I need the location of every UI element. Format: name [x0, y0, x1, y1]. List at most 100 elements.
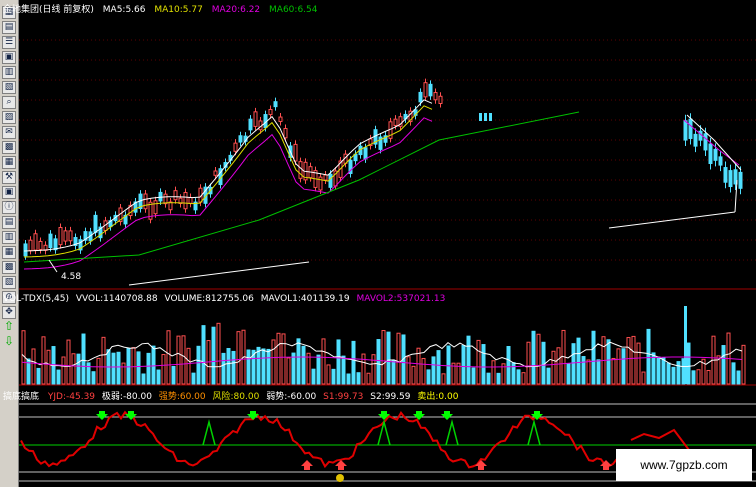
mavol2-line	[21, 356, 743, 368]
volume-bar	[456, 362, 461, 385]
arrows-icon[interactable]: ✥	[2, 306, 16, 319]
volume-bar	[91, 371, 96, 385]
volume-bar	[221, 352, 226, 385]
candle-body	[418, 91, 423, 103]
volume-bar	[226, 348, 231, 385]
chart-canvas	[19, 39, 756, 482]
volume-bar	[661, 357, 666, 385]
info-icon[interactable]: ⓘ	[2, 201, 16, 214]
candle-body	[188, 197, 193, 204]
volume-bar	[511, 362, 516, 385]
volume-bar	[684, 306, 687, 384]
volume-bar	[256, 346, 261, 385]
volume-bar	[506, 346, 511, 385]
volume-bar	[566, 363, 571, 385]
volume-bar	[306, 352, 311, 385]
volume-bar	[496, 372, 501, 385]
book-icon[interactable]: ▨	[2, 111, 16, 124]
candle-body	[688, 118, 693, 139]
trend-line	[608, 211, 736, 229]
layers-icon[interactable]: ▧	[2, 276, 16, 289]
f10-icon[interactable]: ▥	[2, 231, 16, 244]
candle-body	[213, 170, 218, 176]
candle-body	[253, 111, 258, 127]
chart2-icon[interactable]: ▦	[2, 156, 16, 169]
zoom-icon[interactable]: ⊕	[2, 291, 16, 304]
candle-body	[33, 233, 38, 251]
trend-line	[734, 179, 738, 213]
volume-bar	[171, 365, 176, 385]
ma10-label: MA10:5.77	[154, 5, 203, 15]
up-arrow-icon[interactable]: ⇧	[2, 319, 16, 334]
chart-area: 金地集团(日线 前复权) MA5:5.66 MA10:5.77 MA20:6.2…	[3, 0, 756, 487]
candle-body	[408, 110, 413, 123]
signal-spike	[527, 419, 541, 446]
stock-icon[interactable]: ▤	[2, 216, 16, 229]
volume-bar	[301, 345, 306, 385]
candle-body	[133, 201, 138, 213]
ma20-label: MA20:6.22	[211, 5, 261, 15]
volume-bar	[201, 325, 206, 385]
candle-body	[153, 200, 158, 215]
candle-body	[178, 197, 183, 204]
volume-bar	[316, 354, 321, 385]
volume-bar	[436, 350, 441, 385]
mail-icon[interactable]: ✉	[2, 126, 16, 139]
volume-bar	[321, 338, 326, 385]
candle-body	[713, 148, 718, 161]
candle-body	[48, 233, 53, 249]
volume-bar	[176, 335, 181, 385]
sell-arrow-icon	[413, 411, 425, 420]
volume-bar	[521, 372, 526, 385]
grid2-icon[interactable]: ▦	[2, 246, 16, 259]
chart-icon[interactable]: ▦	[2, 6, 16, 19]
down-arrow-icon[interactable]: ⇩	[2, 334, 16, 349]
tools-icon[interactable]: ⚒	[2, 171, 16, 184]
volume-bar	[551, 350, 556, 385]
grid-icon[interactable]: ▤	[2, 21, 16, 34]
maichu-label: 卖出:0.00	[417, 392, 459, 402]
list-icon[interactable]: ☰	[2, 36, 16, 49]
main-legend: 金地集团(日线 前复权) MA5:5.66 MA10:5.77 MA20:6.2…	[3, 2, 317, 15]
volume-bar	[536, 333, 541, 385]
candle-body	[63, 230, 68, 242]
candle-body	[398, 116, 403, 127]
volume-bar	[611, 357, 616, 385]
volume-bar	[111, 352, 116, 385]
sell-arrow-icon	[441, 411, 453, 420]
candle-body	[283, 128, 288, 139]
volume-bar	[186, 347, 191, 385]
window-icon[interactable]: ▣	[2, 51, 16, 64]
moving-average-line	[23, 117, 433, 270]
candle-body	[484, 113, 487, 121]
volume-bar	[716, 355, 721, 385]
volume-bar	[636, 342, 641, 385]
candle-body	[158, 191, 163, 202]
buy-arrow-icon	[301, 460, 313, 470]
volume-bar	[101, 336, 106, 385]
volume-bar	[586, 359, 591, 385]
left-toolbar: ▦ ▤ ☰ ▣ ▥ ▧ ⌕ ▨ ✉ ▩ ▦ ⚒ ▣ ⓘ ▤ ▥ ▦ ▩ ▧ ⊕ ✥ ⇧ ⇩	[0, 0, 19, 487]
cube-icon[interactable]: ▩	[2, 261, 16, 274]
mavol2-label: MAVOL2:537021.13	[356, 294, 446, 304]
volume-bar	[371, 354, 376, 385]
volume-bar	[356, 372, 361, 385]
indicator-name: 搞底搞底	[3, 392, 40, 402]
volume-bar	[626, 337, 631, 385]
lock-icon[interactable]: ▣	[2, 186, 16, 199]
report-icon[interactable]: ▧	[2, 81, 16, 94]
sell-arrow-icon	[378, 411, 390, 420]
volume-bar	[466, 335, 471, 385]
folder-icon[interactable]: ▩	[2, 141, 16, 154]
qiang-label: 强势:60.00	[158, 392, 206, 402]
s1-label: S1:99.73	[323, 392, 364, 402]
table-icon[interactable]: ▥	[2, 66, 16, 79]
candle-body	[183, 192, 188, 210]
candle-body	[58, 226, 63, 246]
search-icon[interactable]: ⌕	[2, 96, 16, 109]
volume-bar	[646, 328, 651, 385]
volume-bar	[96, 357, 101, 385]
candle-body	[718, 156, 723, 166]
volume-bar	[541, 341, 546, 385]
low-marker-line	[48, 259, 58, 273]
